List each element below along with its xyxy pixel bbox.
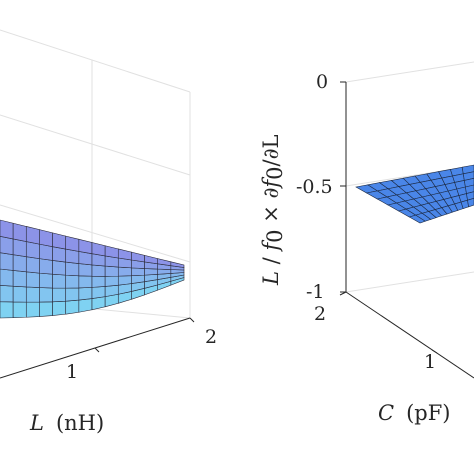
left-surface-patch — [0, 219, 14, 240]
left-surface-patch — [117, 266, 132, 277]
left-surface-patch — [25, 241, 40, 259]
left-surface-patch — [25, 256, 40, 274]
left-surface-patch — [39, 243, 53, 261]
left-surface-patch — [0, 268, 14, 287]
left-surface-patch — [78, 263, 93, 277]
left-surface-patch — [25, 226, 40, 245]
left-surface-patch — [39, 229, 53, 248]
right-floor-tick-2 — [339, 291, 347, 296]
right-surface-patch — [462, 171, 474, 181]
left-surface-patch — [117, 275, 132, 286]
left-surface-patch — [91, 286, 106, 299]
right-surface-patch — [465, 184, 474, 194]
left-surface-patch — [39, 301, 53, 317]
left-surface-patch — [12, 222, 27, 242]
left-surface-patch — [39, 258, 53, 275]
right-y-axis-label: C (pF) — [378, 401, 450, 425]
left-surface-patch — [0, 236, 14, 256]
left-floor-tick-2 — [189, 317, 195, 323]
left-surface-patch — [117, 248, 132, 261]
left-surface-patch — [131, 251, 145, 263]
left-surface-patch — [131, 267, 145, 277]
left-surface-patch — [91, 242, 106, 257]
left-surface-patch — [12, 254, 27, 273]
left-surface-patch — [0, 301, 14, 319]
right-surface-patch — [467, 198, 474, 208]
left-x-tick-2: 2 — [205, 326, 217, 348]
left-surface-patch — [91, 264, 106, 277]
left-surface-patch — [52, 273, 67, 289]
left-surface-patch — [12, 238, 27, 258]
left-surface-patch — [104, 265, 119, 277]
left-floor-tick-1 — [94, 347, 100, 353]
right-plot: 0 -0.5 -1 2 1 L / f0 × ∂f0/∂L C (pF) — [259, 61, 474, 425]
right-surface-patch — [466, 191, 474, 201]
left-surface-patch — [12, 285, 27, 303]
left-surface-patch — [104, 245, 119, 259]
left-surface-patch — [52, 232, 67, 250]
right-surface — [355, 164, 474, 224]
left-surface-patch — [104, 275, 119, 287]
left-surface-patch — [78, 275, 93, 289]
left-surface-patch — [65, 299, 80, 315]
left-surface — [0, 219, 185, 319]
left-surface-patch — [25, 301, 40, 318]
left-surface-patch — [52, 287, 67, 303]
left-surface-patch — [78, 238, 93, 255]
right-surface-patch — [461, 164, 474, 175]
left-x-tick-1: 1 — [66, 361, 78, 383]
right-y-tick-1: 1 — [424, 351, 436, 373]
left-surface-patch — [65, 287, 80, 302]
right-z-tick-label-2: -1 — [306, 281, 325, 303]
left-surface-patch — [25, 271, 40, 288]
left-surface-patch — [0, 285, 14, 303]
left-surface-patch — [157, 268, 172, 275]
left-surface-patch — [91, 296, 106, 311]
left-surface-patch — [39, 287, 53, 303]
right-y-tick-2: 2 — [314, 303, 326, 325]
right-z-tick-label-1: -0.5 — [296, 176, 333, 198]
left-surface-patch — [78, 287, 93, 301]
right-floor-tick-1 — [431, 349, 438, 354]
right-floor-edge — [345, 291, 474, 379]
left-surface-patch — [65, 261, 80, 277]
left-surface-patch — [25, 286, 40, 303]
left-surface-patch — [65, 274, 80, 289]
left-plot: 1 2 L (nH) — [0, 29, 217, 435]
left-surface-patch — [52, 300, 67, 316]
right-z-axis-label: L / f0 × ∂f0/∂L — [259, 135, 287, 286]
left-surface-patch — [39, 272, 53, 289]
right-z-tick-label-0: 0 — [316, 71, 328, 93]
left-surface-patch — [91, 275, 106, 288]
left-x-axis-label: L (nH) — [29, 411, 104, 435]
left-surface-patch — [12, 270, 27, 288]
left-surface-patch — [0, 252, 14, 271]
left-surface-patch — [65, 235, 80, 252]
right-surface-patch — [463, 178, 474, 188]
left-surface-patch — [12, 301, 27, 318]
left-surface-patch — [144, 268, 159, 276]
left-surface-patch — [78, 298, 93, 313]
left-surface-patch — [52, 260, 67, 276]
left-surface-patch — [170, 261, 185, 268]
